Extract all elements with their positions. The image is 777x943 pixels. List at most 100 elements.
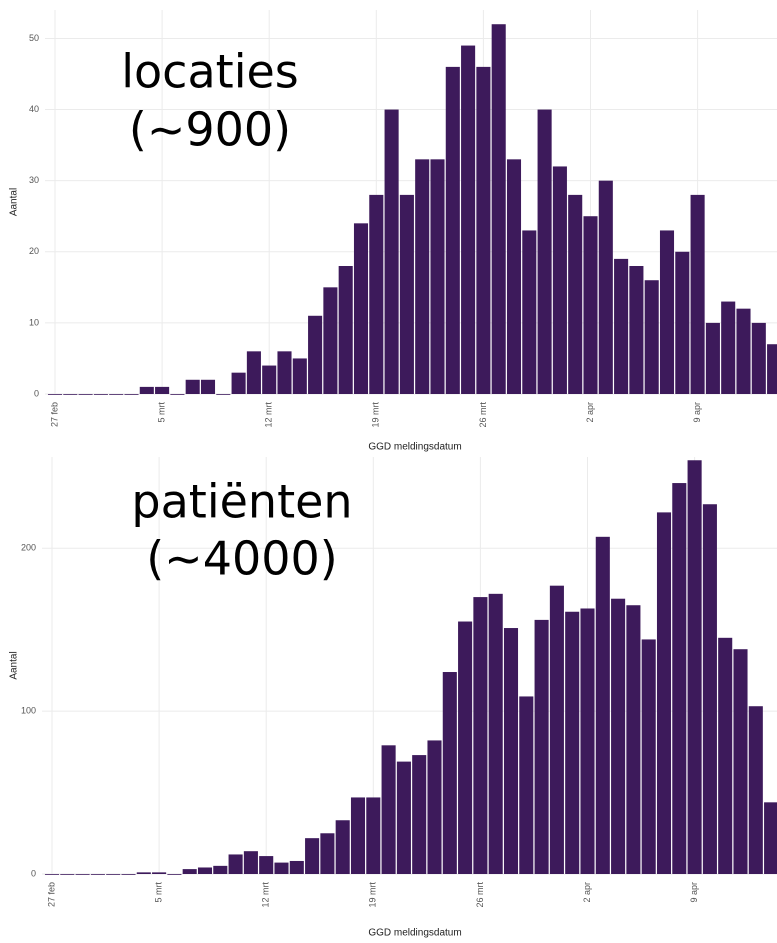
bar — [93, 394, 108, 395]
bar — [519, 696, 534, 874]
bar — [736, 308, 751, 394]
annotation: (~4000) — [146, 532, 338, 586]
bar — [231, 372, 246, 394]
bar — [44, 874, 60, 875]
bar — [458, 621, 473, 874]
bar — [702, 504, 717, 874]
bar — [656, 512, 672, 874]
x-tick-label: 2 apr — [582, 882, 592, 903]
bar — [412, 755, 427, 874]
bar — [445, 66, 460, 394]
bar — [751, 322, 766, 394]
x-tick-label: 5 mrt — [156, 402, 166, 423]
bar — [78, 394, 93, 395]
bar — [243, 851, 258, 874]
bar — [399, 194, 414, 394]
bar — [216, 394, 231, 395]
bar — [197, 867, 213, 874]
bar — [733, 649, 748, 874]
bar — [491, 24, 506, 394]
bar — [381, 745, 396, 874]
bar — [170, 394, 185, 395]
bar — [644, 280, 659, 394]
bar — [323, 287, 338, 394]
y-tick-label: 100 — [21, 705, 36, 715]
bar — [338, 266, 353, 394]
bar — [583, 216, 598, 394]
bar — [136, 872, 151, 874]
bar — [580, 608, 595, 874]
x-tick-label: 26 mrt — [478, 402, 488, 428]
bar — [305, 838, 320, 874]
x-tick-label: 19 mrt — [368, 882, 378, 908]
x-tick-label: 19 mrt — [371, 402, 381, 428]
bar — [396, 761, 411, 874]
bar — [476, 66, 491, 394]
bar — [185, 379, 200, 394]
annotation: locaties — [121, 45, 299, 99]
bar — [106, 874, 121, 875]
bar — [274, 862, 289, 874]
bar — [350, 797, 366, 874]
bar — [461, 45, 476, 395]
bar — [488, 593, 503, 874]
bar — [595, 536, 610, 874]
x-tick-label: 12 mrt — [264, 402, 274, 428]
bar — [124, 394, 139, 395]
bar — [626, 605, 641, 874]
y-tick-label: 20 — [29, 246, 39, 256]
x-tick-label: 2 apr — [585, 402, 595, 423]
bar — [614, 258, 629, 394]
bar — [366, 797, 381, 874]
bar — [90, 874, 105, 875]
bar — [109, 394, 124, 395]
x-tick-label: 26 mrt — [475, 882, 485, 908]
bar — [473, 597, 488, 874]
bar — [139, 386, 154, 394]
bar — [537, 109, 552, 395]
bar — [767, 344, 777, 394]
annotation: (~900) — [129, 103, 291, 157]
y-tick-label: 40 — [29, 104, 39, 114]
bar — [611, 598, 626, 874]
bar — [427, 740, 442, 874]
bar — [718, 637, 733, 874]
bar — [675, 251, 690, 394]
x-tick-label: 12 mrt — [261, 882, 271, 908]
bar — [335, 820, 350, 874]
bar — [75, 874, 90, 875]
bar — [503, 628, 519, 874]
bar — [442, 672, 457, 874]
y-tick-label: 200 — [21, 543, 36, 553]
bar — [63, 394, 78, 395]
bar — [259, 856, 274, 874]
x-tick-label: 27 feb — [46, 882, 56, 907]
y-tick-label: 0 — [34, 388, 39, 398]
bar — [308, 315, 323, 394]
bar — [506, 159, 522, 394]
bar — [369, 194, 384, 394]
bar — [534, 619, 549, 874]
bar — [629, 266, 644, 394]
x-tick-label: 5 mrt — [153, 882, 163, 903]
x-axis-label: GGD meldingsdatum — [368, 928, 461, 939]
bar — [155, 386, 170, 394]
bar — [60, 874, 75, 875]
bar — [415, 159, 430, 394]
bar — [705, 322, 720, 394]
bar — [47, 394, 63, 395]
x-tick-label: 27 feb — [49, 402, 59, 427]
bar — [167, 874, 182, 875]
x-axis-label: GGD meldingsdatum — [368, 442, 461, 453]
x-tick-label: 9 apr — [692, 402, 702, 423]
y-tick-label: 50 — [29, 33, 39, 43]
bar — [262, 365, 277, 394]
bar — [690, 194, 705, 394]
y-axis-label: Aantal — [9, 188, 20, 216]
y-tick-label: 0 — [31, 868, 36, 878]
bar — [549, 585, 564, 874]
bar — [672, 483, 687, 874]
bar — [228, 854, 243, 874]
y-tick-label: 10 — [29, 317, 39, 327]
bar — [213, 865, 228, 874]
